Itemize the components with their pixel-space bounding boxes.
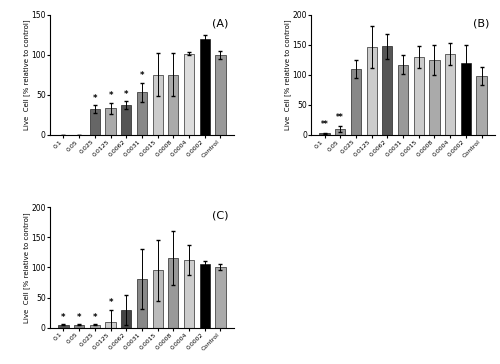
Bar — [137, 279, 147, 328]
Bar — [445, 54, 455, 135]
Bar — [184, 54, 194, 135]
Bar — [366, 47, 377, 135]
Bar — [430, 60, 440, 135]
Y-axis label: Live  Cell [% relative to control]: Live Cell [% relative to control] — [23, 212, 30, 323]
Bar — [335, 129, 345, 135]
Bar — [58, 325, 68, 328]
Bar — [460, 63, 471, 135]
Text: *: * — [92, 94, 97, 103]
Text: (C): (C) — [212, 211, 228, 221]
Text: *: * — [61, 313, 66, 321]
Bar — [320, 133, 330, 135]
Bar — [152, 75, 162, 135]
Bar — [382, 47, 392, 135]
Bar — [200, 264, 210, 328]
Text: *: * — [92, 313, 97, 321]
Bar — [398, 64, 408, 135]
Bar — [74, 325, 85, 328]
Text: *: * — [140, 71, 144, 80]
Text: **: ** — [320, 120, 328, 129]
Bar — [152, 270, 162, 328]
Text: *: * — [124, 90, 128, 99]
Text: *: * — [108, 91, 113, 100]
Bar — [106, 321, 116, 328]
Text: (B): (B) — [473, 18, 490, 28]
Y-axis label: Live  Cell [% relative to control]: Live Cell [% relative to control] — [23, 19, 30, 130]
Text: (A): (A) — [212, 18, 228, 28]
Bar — [90, 325, 100, 328]
Bar — [121, 310, 132, 328]
Bar — [200, 39, 210, 135]
Bar — [216, 268, 226, 328]
Text: **: ** — [336, 113, 344, 122]
Bar — [184, 260, 194, 328]
Bar — [168, 258, 178, 328]
Bar — [476, 76, 486, 135]
Bar — [90, 109, 100, 135]
Bar — [216, 55, 226, 135]
Bar — [414, 57, 424, 135]
Bar — [121, 105, 132, 135]
Text: *: * — [77, 313, 82, 321]
Y-axis label: Live  Cell [% relative to control]: Live Cell [% relative to control] — [284, 19, 291, 130]
Bar — [168, 75, 178, 135]
Bar — [351, 69, 361, 135]
Bar — [106, 108, 116, 135]
Bar — [137, 92, 147, 135]
Text: *: * — [108, 298, 113, 307]
